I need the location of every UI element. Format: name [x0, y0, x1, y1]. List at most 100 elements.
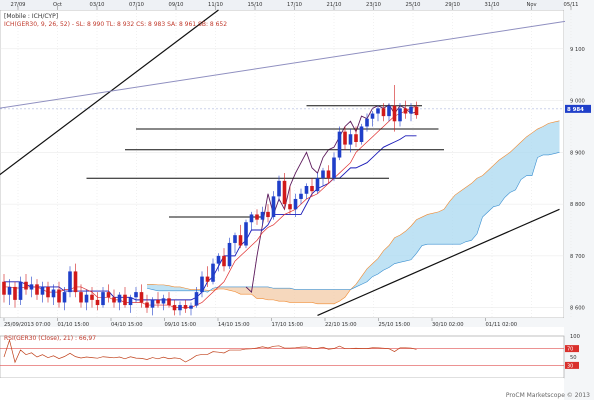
candle-body [403, 108, 408, 114]
top-axis-label: 21/10 [327, 2, 342, 8]
y-tick-label: 9 100 [570, 47, 585, 53]
candle-body [348, 134, 353, 145]
candle-body [7, 286, 12, 295]
trend-line-lower-black [317, 208, 560, 316]
top-axis-label: 25/10 [406, 2, 421, 8]
candle-body [343, 131, 347, 145]
candle [337, 126, 342, 161]
price-axis-band [564, 0, 594, 400]
candle [117, 292, 122, 311]
candle-body [222, 255, 226, 267]
candle [304, 183, 309, 199]
candle [321, 167, 325, 186]
candle-body [189, 305, 193, 309]
top-axis-label: Oct [53, 2, 62, 8]
candle-body [321, 170, 325, 179]
candle [145, 294, 149, 313]
candle-body [178, 305, 182, 311]
candle-body [139, 292, 144, 303]
candle [238, 224, 243, 249]
candle-body [161, 298, 166, 304]
candle [359, 123, 364, 145]
candle [216, 253, 221, 272]
top-axis-label: Nov [526, 2, 536, 8]
candle [68, 266, 72, 298]
candle-body [310, 186, 314, 192]
candle [387, 103, 391, 122]
candle [57, 281, 61, 308]
bottom-axis-label: 22/10 15:00 [325, 322, 357, 328]
candle-body [398, 108, 402, 122]
candle-body [216, 255, 221, 264]
candle-body [299, 193, 303, 199]
candle [90, 286, 94, 308]
candle-body [293, 198, 298, 210]
candle-body [359, 126, 364, 142]
rsi-tick-label: 50 [570, 355, 577, 361]
candle-body [205, 276, 210, 282]
candle [249, 211, 254, 230]
last-price-label: 8 984 [567, 107, 584, 113]
candle [35, 279, 39, 300]
candle [244, 219, 248, 249]
candle [376, 105, 380, 122]
candle-body [35, 284, 39, 295]
candle [282, 173, 287, 210]
candle [101, 286, 105, 308]
candle [106, 284, 111, 303]
rsi-label: RSI(GER30 (Close), 21) : 66,97 [4, 335, 96, 342]
rsi-level-tag-label: 70 [567, 347, 573, 353]
candle-body [365, 118, 369, 127]
candle-body [255, 214, 259, 220]
candle [150, 297, 155, 316]
top-axis-label: 29/10 [445, 2, 460, 8]
main-plot-area [0, 9, 565, 319]
top-axis-label: 05/11 [564, 2, 579, 8]
candle [13, 281, 17, 308]
bottom-axis-label: 25/09/2013 07:00 [4, 322, 51, 328]
candle [134, 286, 138, 303]
candle [227, 237, 232, 269]
top-axis-label: 15/10 [248, 2, 263, 8]
candle [29, 276, 34, 298]
rsi-level-tag [565, 345, 579, 353]
cloud-bullish [350, 120, 560, 290]
indicator-legend: ICH(GER30, 9, 26, 52) - SL: 8 990 TL: 8 … [4, 21, 227, 28]
candle [392, 85, 397, 132]
candle [310, 178, 314, 197]
candle [40, 281, 45, 303]
candle [398, 103, 402, 127]
candle-body [90, 294, 94, 300]
y-tick-label: 9 000 [570, 99, 585, 105]
candle-body [376, 108, 380, 114]
candle-body [260, 211, 265, 220]
candle [222, 248, 226, 272]
top-axis-label: 09/10 [169, 2, 184, 8]
candle-body [134, 292, 138, 298]
last-price-tag [565, 104, 591, 113]
candle [161, 294, 166, 311]
y-tick-label: 8 700 [570, 254, 585, 260]
candle [205, 266, 210, 287]
candle-body [332, 157, 336, 179]
candle [139, 284, 144, 308]
candle [255, 209, 259, 225]
candle [95, 292, 100, 311]
candle-body [238, 235, 243, 246]
candle-body [112, 297, 116, 303]
candle-body [277, 180, 281, 197]
top-axis-label: 11/10 [208, 2, 223, 8]
footer-text: ProCM Marketscope © 2013 [506, 392, 590, 399]
candle [194, 286, 199, 308]
candle-body [409, 106, 413, 114]
candle-body [123, 294, 127, 306]
candle-body [68, 271, 72, 293]
candle [24, 274, 28, 295]
candle-body [288, 204, 292, 210]
candle-body [167, 298, 171, 306]
candle-body [414, 106, 419, 116]
bottom-axis-label: 09/10 15:00 [165, 322, 197, 328]
candle [189, 302, 193, 316]
candle-body [227, 242, 232, 267]
